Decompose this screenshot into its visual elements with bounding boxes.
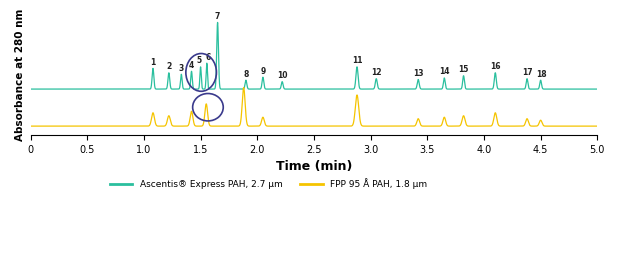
Text: 16: 16 [490,62,500,71]
Y-axis label: Absorbance at 280 nm: Absorbance at 280 nm [15,9,25,141]
Text: 15: 15 [458,65,469,74]
Text: 8: 8 [243,70,249,79]
Text: 5: 5 [197,56,202,65]
Text: 2: 2 [166,62,172,71]
Text: 3: 3 [179,64,184,73]
Text: 11: 11 [352,56,362,65]
Text: 7: 7 [215,12,220,21]
Text: 13: 13 [413,69,423,78]
X-axis label: Time (min): Time (min) [276,160,352,173]
Text: 12: 12 [371,68,381,77]
Text: 1: 1 [151,58,156,67]
Text: 9: 9 [260,67,265,76]
Text: 10: 10 [277,71,288,80]
Text: 6: 6 [205,53,211,62]
Text: 14: 14 [439,67,450,76]
Text: 17: 17 [521,68,533,77]
Text: 4: 4 [189,61,194,70]
Legend: Ascentis® Express PAH, 2.7 μm, FPP 95 Å PAH, 1.8 μm: Ascentis® Express PAH, 2.7 μm, FPP 95 Å … [106,175,431,193]
Text: 18: 18 [536,70,547,79]
